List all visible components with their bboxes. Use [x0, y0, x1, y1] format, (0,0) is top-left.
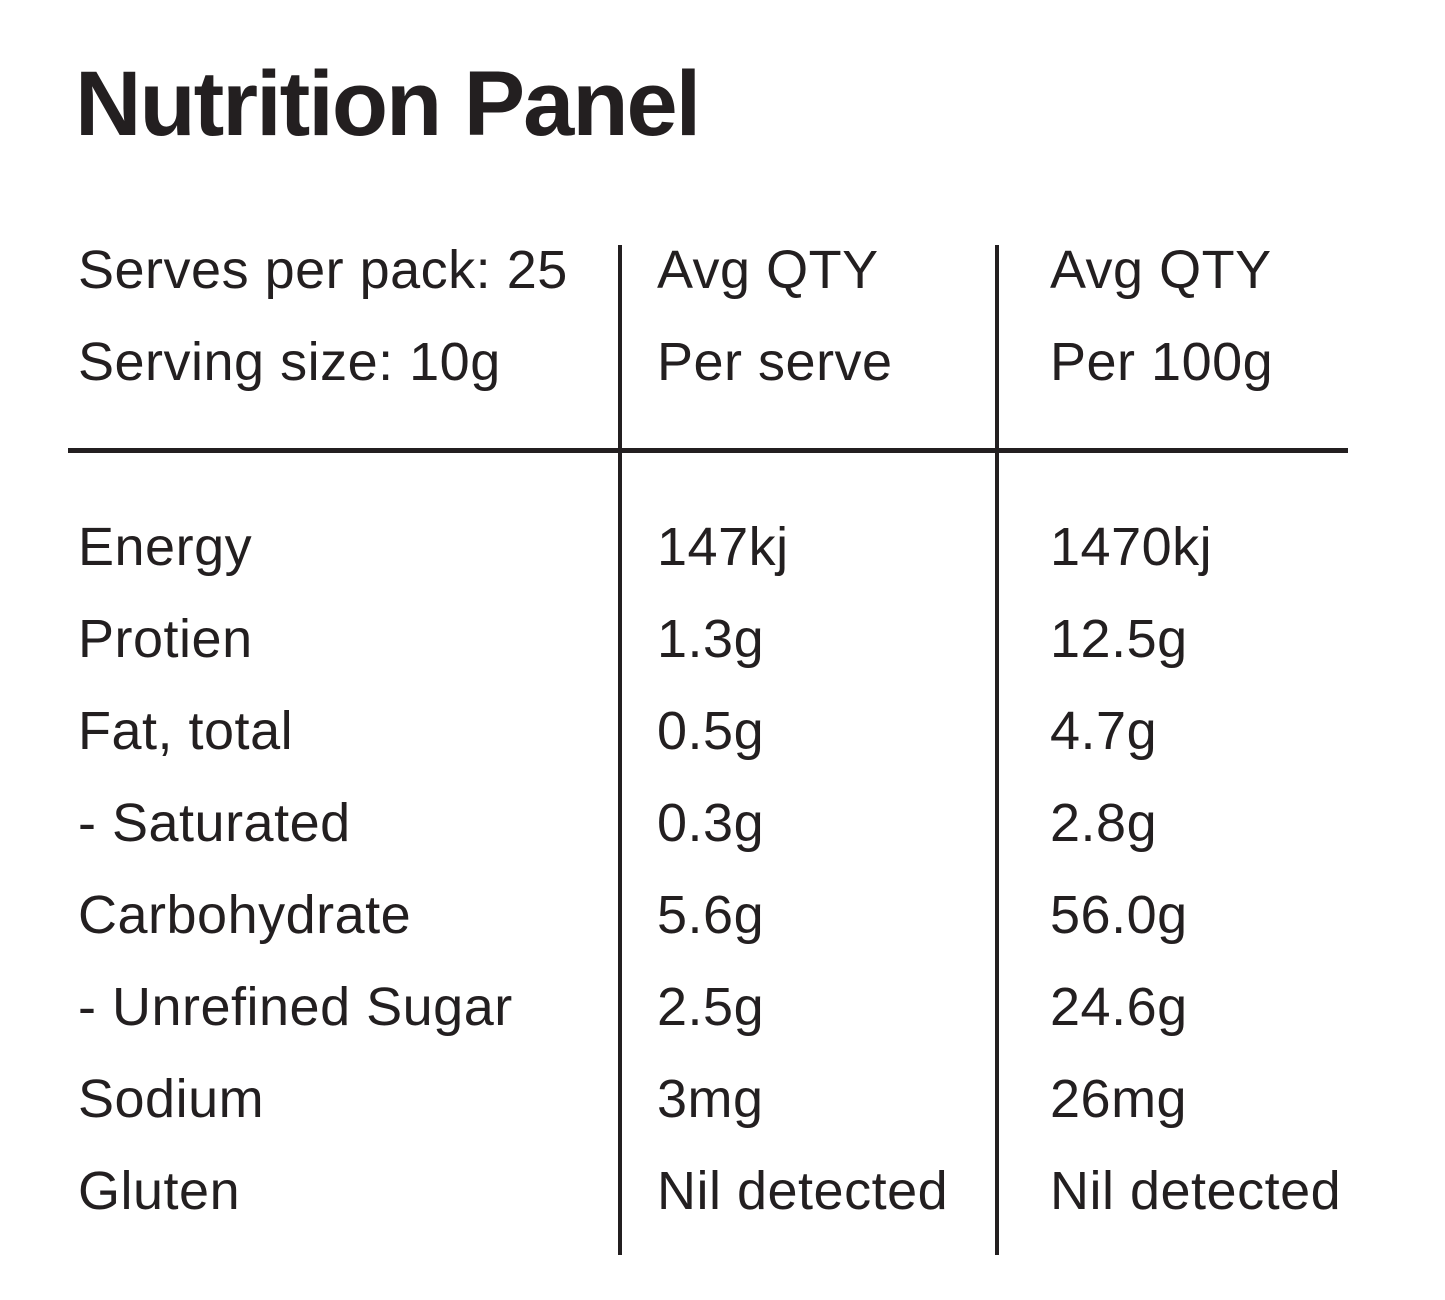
- nutrient-label-saturated: - Saturated: [78, 793, 351, 853]
- energy-per-serve-value: 147kj: [657, 517, 789, 577]
- per-100g-avg-qty-label: Avg QTY: [1050, 240, 1272, 300]
- fat-total-per-serve-value: 0.5g: [657, 701, 765, 761]
- header-per-100g: Avg QTY Per 100g: [1050, 224, 1273, 408]
- per-100g-value-column: 1470kj 12.5g 4.7g 2.8g 56.0g 24.6g 26mg …: [1050, 501, 1341, 1237]
- energy-per-100g-value: 1470kj: [1050, 517, 1213, 577]
- per-serve-avg-qty-label: Avg QTY: [657, 240, 879, 300]
- nutrient-label-column: Energy Protien Fat, total - Saturated Ca…: [78, 501, 513, 1237]
- nutrient-label-protien: Protien: [78, 609, 253, 669]
- fat-total-per-100g-value: 4.7g: [1050, 701, 1158, 761]
- header-rule: [68, 448, 1348, 453]
- sodium-per-serve-value: 3mg: [657, 1069, 764, 1129]
- carbohydrate-per-serve-value: 5.6g: [657, 885, 765, 945]
- per-serve-value-column: 147kj 1.3g 0.5g 0.3g 5.6g 2.5g 3mg Nil d…: [657, 501, 948, 1237]
- gluten-per-100g-value: Nil detected: [1050, 1161, 1342, 1221]
- column-divider-per-100g: [995, 245, 999, 1255]
- nutrient-label-unrefined-sugar: - Unrefined Sugar: [78, 977, 513, 1037]
- saturated-per-100g-value: 2.8g: [1050, 793, 1158, 853]
- nutrient-label-gluten: Gluten: [78, 1161, 241, 1221]
- saturated-per-serve-value: 0.3g: [657, 793, 765, 853]
- nutrient-label-energy: Energy: [78, 517, 253, 577]
- nutrient-label-sodium: Sodium: [78, 1069, 265, 1129]
- gluten-per-serve-value: Nil detected: [657, 1161, 949, 1221]
- serves-per-pack-label: Serves per pack: 25: [78, 240, 568, 300]
- header-per-serve: Avg QTY Per serve: [657, 224, 893, 408]
- per-serve-label: Per serve: [657, 332, 893, 392]
- protien-per-serve-value: 1.3g: [657, 609, 765, 669]
- per-100g-label: Per 100g: [1050, 332, 1274, 392]
- unrefined-sugar-per-serve-value: 2.5g: [657, 977, 765, 1037]
- serving-size-label: Serving size: 10g: [78, 332, 501, 392]
- unrefined-sugar-per-100g-value: 24.6g: [1050, 977, 1188, 1037]
- column-divider-per-serve: [618, 245, 622, 1255]
- nutrient-label-fat-total: Fat, total: [78, 701, 294, 761]
- nutrient-label-carbohydrate: Carbohydrate: [78, 885, 412, 945]
- page-title: Nutrition Panel: [75, 53, 701, 155]
- sodium-per-100g-value: 26mg: [1050, 1069, 1188, 1129]
- protien-per-100g-value: 12.5g: [1050, 609, 1188, 669]
- carbohydrate-per-100g-value: 56.0g: [1050, 885, 1188, 945]
- header-serving-info: Serves per pack: 25 Serving size: 10g: [78, 224, 568, 408]
